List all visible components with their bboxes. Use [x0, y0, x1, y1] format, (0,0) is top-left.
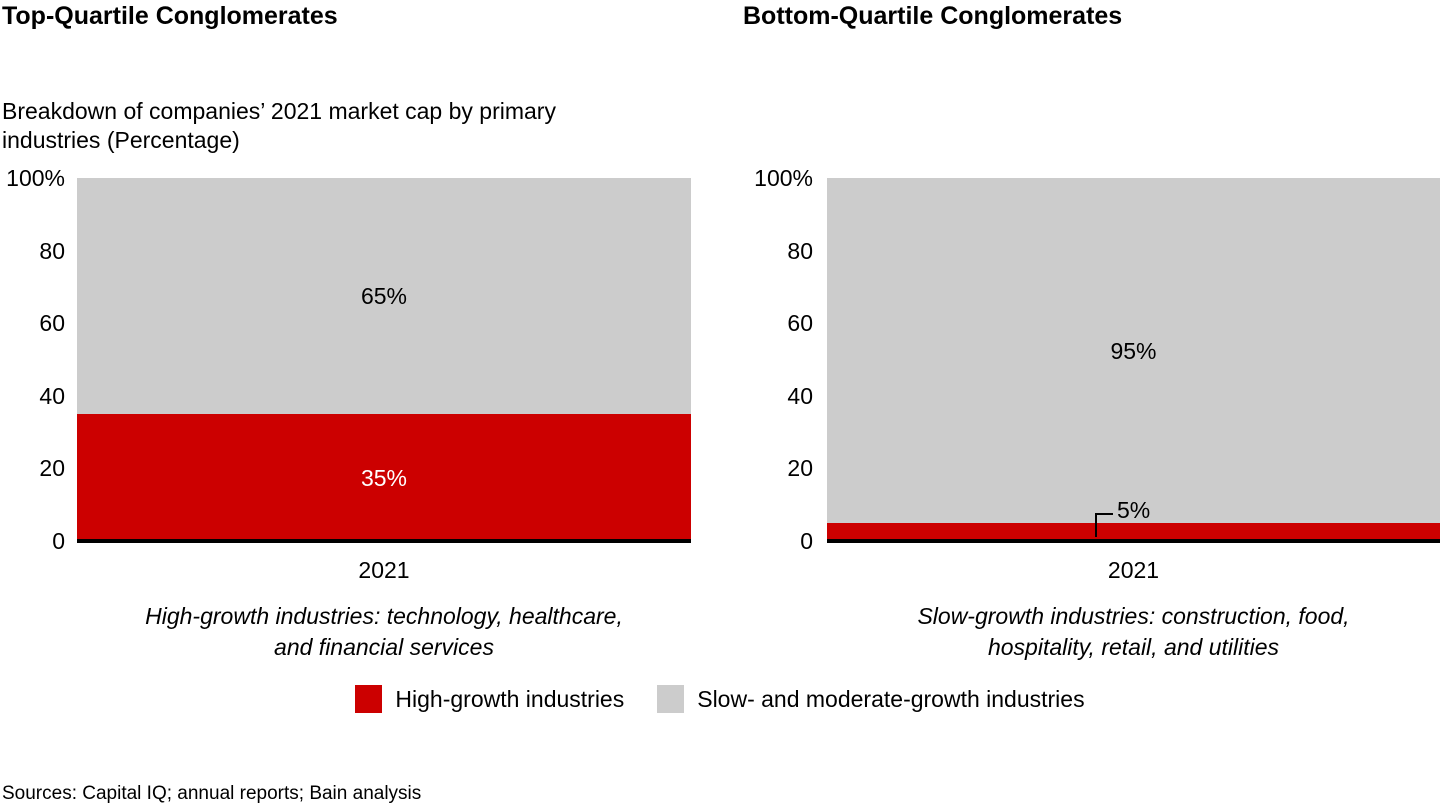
right-y-tick-label: 20: [787, 455, 813, 481]
right-y-tick-label: 60: [787, 310, 813, 336]
sources-note: Sources: Capital IQ; annual reports; Bai…: [2, 783, 422, 804]
legend-label: Slow- and moderate-growth industries: [697, 686, 1085, 712]
axis-description-line-1: Breakdown of companies’ 2021 market cap …: [2, 98, 556, 124]
left-y-tick-label: 0: [52, 528, 65, 554]
right-chart-caption: Slow-growth industries: construction, fo…: [827, 601, 1440, 663]
left-chart-caption: High-growth industries: technology, heal…: [77, 601, 691, 663]
right-slow-growth-value-label: 95%: [1110, 338, 1157, 364]
right-x-axis-baseline: [827, 539, 1440, 543]
left-y-tick-label: 100%: [6, 165, 65, 191]
legend-item: Slow- and moderate-growth industries: [657, 685, 1085, 713]
left-y-tick-label: 20: [39, 455, 65, 481]
left-bar-segment-high-growth: [77, 414, 691, 541]
right-high-growth-value-label: 5%: [1117, 497, 1151, 523]
right-y-tick-label: 40: [787, 383, 813, 409]
left-slow-growth-value-label: 65%: [360, 283, 408, 309]
gray-square-icon: [657, 685, 685, 713]
left-y-tick-label: 40: [39, 383, 65, 409]
left-caption-line-2: and financial services: [274, 634, 494, 660]
left-caption-line-1: High-growth industries: technology, heal…: [145, 603, 623, 629]
legend-item: High-growth industries: [355, 685, 624, 713]
left-high-growth-value-label: 35%: [360, 465, 408, 491]
callout-leader-line-vertical: [1095, 513, 1097, 537]
left-x-axis-label: 2021: [358, 557, 410, 583]
legend-label: High-growth industries: [395, 686, 625, 712]
right-chart-plot-area: 95% 5%: [827, 178, 1440, 541]
right-caption-line-2: hospitality, retail, and utilities: [987, 634, 1280, 660]
legend: High-growth industries Slow- and moderate…: [0, 685, 1440, 713]
right-y-tick-label: 80: [787, 238, 813, 264]
right-caption-line-1: Slow-growth industries: construction, fo…: [917, 603, 1350, 629]
red-square-icon: [355, 685, 383, 713]
left-chart-title: Top-Quartile Conglomerates: [2, 2, 338, 30]
right-bar-segment-high-growth: [827, 523, 1440, 541]
callout-leader-line-horizontal: [1095, 513, 1113, 515]
right-bar-segment-slow-growth: [827, 178, 1440, 523]
left-bar-segment-slow-growth: [77, 178, 691, 414]
left-y-tick-label: 80: [39, 238, 65, 264]
right-y-tick-label: 0: [800, 528, 813, 554]
left-y-tick-label: 60: [39, 310, 65, 336]
axis-description: Breakdown of companies’ 2021 market cap …: [2, 97, 556, 155]
right-x-axis-label: 2021: [1107, 557, 1160, 583]
left-x-axis-baseline: [77, 539, 691, 543]
left-chart-plot-area: 65% 35%: [77, 178, 691, 541]
right-y-tick-label: 100%: [754, 165, 813, 191]
right-chart-title: Bottom-Quartile Conglomerates: [743, 2, 1123, 30]
axis-description-line-2: industries (Percentage): [2, 127, 240, 153]
